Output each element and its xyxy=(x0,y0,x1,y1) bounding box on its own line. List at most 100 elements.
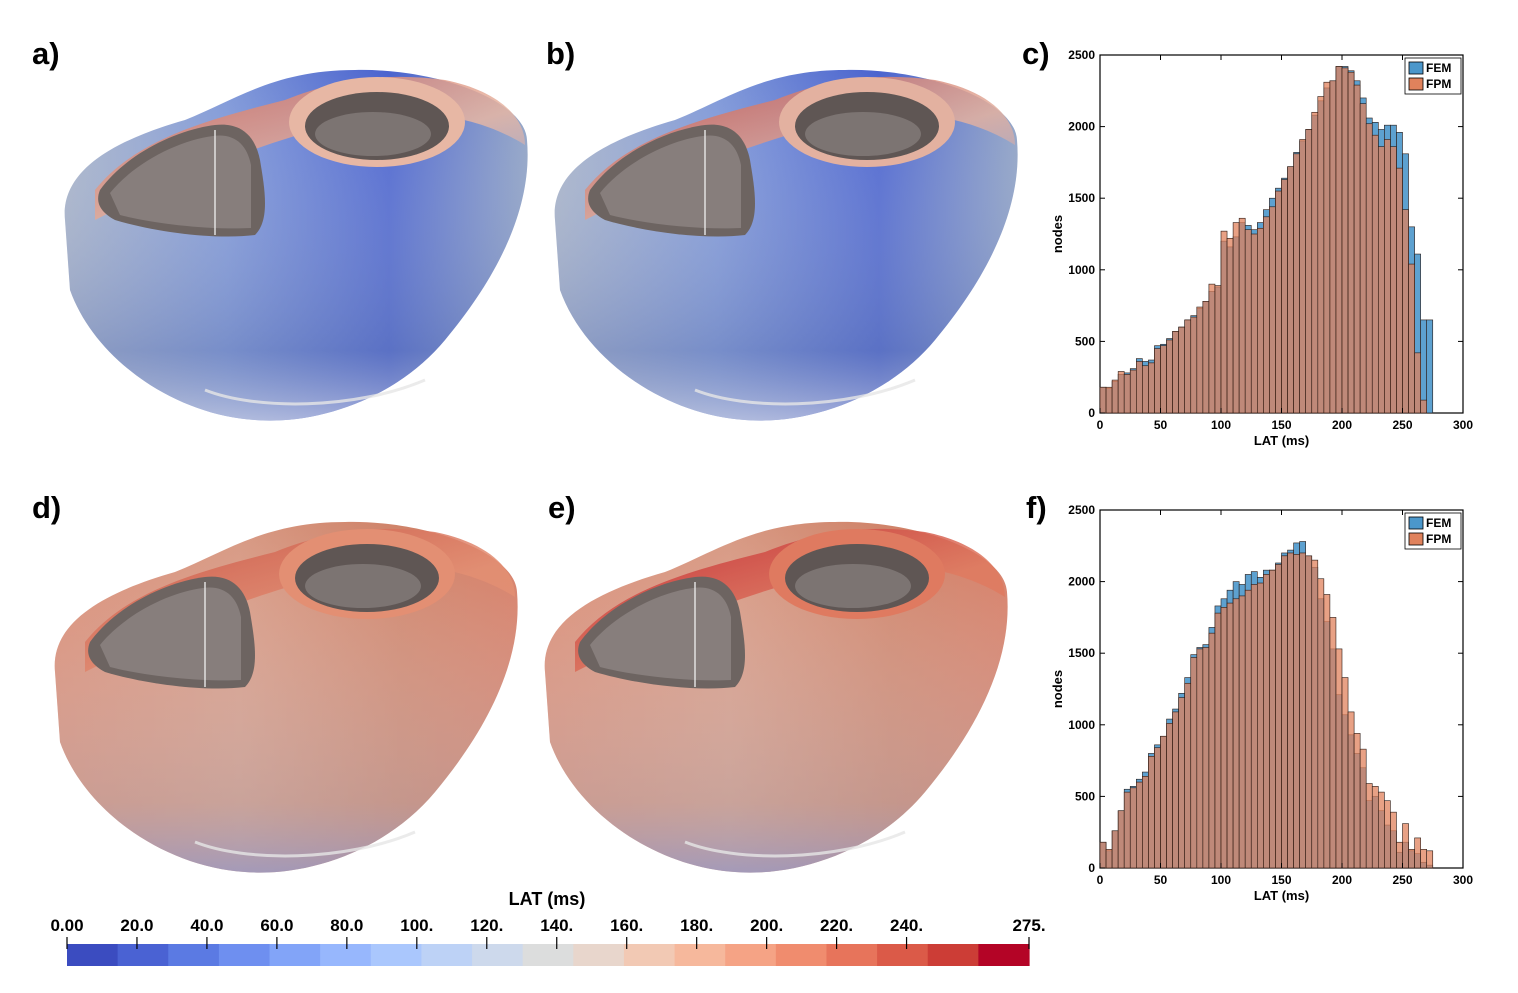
colorbar-tick-label: 275. xyxy=(1012,916,1045,935)
bar-fpm-60 xyxy=(1172,711,1179,869)
bar-fpm-60 xyxy=(1172,331,1179,414)
x-axis-label: LAT (ms) xyxy=(1254,433,1309,448)
bar-fpm-195 xyxy=(1335,648,1343,869)
legend-swatch-fpm xyxy=(1408,532,1424,546)
bar-fpm-265 xyxy=(1420,399,1427,414)
bar-fpm-115 xyxy=(1238,595,1246,869)
colorbar-title: LAT (ms) xyxy=(509,889,586,909)
histogram-c: 0 50 100 150 200 250 300 0 500 1000 1500 2000 2500 LA… xyxy=(1045,45,1485,460)
bar-fpm-20 xyxy=(1123,374,1131,414)
colorbar-segment xyxy=(320,944,372,966)
legend-label-fpm: FPM xyxy=(1426,532,1451,546)
y-axis-label: nodes xyxy=(1050,215,1065,253)
bar-fpm-20 xyxy=(1123,791,1131,869)
colorbar-segment xyxy=(674,944,726,966)
bar-fpm-250 xyxy=(1402,823,1409,869)
bar-fpm-245 xyxy=(1396,841,1403,869)
bar-fpm-120 xyxy=(1244,229,1252,414)
x-axis-label: LAT (ms) xyxy=(1254,888,1309,903)
legend: FEM FPM xyxy=(1404,512,1462,550)
legend-label-fem: FEM xyxy=(1426,61,1451,75)
colorbar-segment xyxy=(775,944,828,966)
bar-fpm-30 xyxy=(1136,781,1143,869)
bar-fpm-170 xyxy=(1305,555,1313,869)
bar-fpm-110 xyxy=(1232,222,1240,414)
bar-fpm-230 xyxy=(1377,146,1385,414)
x-tick-label: 100 xyxy=(1211,873,1231,887)
y-tick-label: 1500 xyxy=(1068,191,1095,205)
bar-fpm-35 xyxy=(1142,776,1149,869)
legend-label-fpm: FPM xyxy=(1426,77,1451,91)
colorbar-segment xyxy=(168,944,220,966)
bar-fpm-10 xyxy=(1111,830,1119,869)
left-ventricle-inner xyxy=(805,112,921,156)
bar-fpm-145 xyxy=(1275,190,1282,414)
bar-fpm-190 xyxy=(1329,617,1337,869)
colorbar-tick-label: 220. xyxy=(820,916,853,935)
bar-fpm-70 xyxy=(1184,319,1192,414)
bar-fpm-180 xyxy=(1317,578,1325,869)
bar-fpm-155 xyxy=(1287,552,1294,869)
colorbar-segment xyxy=(623,944,676,966)
bar-fem-270 xyxy=(1426,319,1434,414)
bar-fpm-75 xyxy=(1190,316,1198,414)
bar-fpm-235 xyxy=(1384,139,1391,414)
bar-fpm-155 xyxy=(1287,166,1294,414)
bar-fpm-185 xyxy=(1323,81,1331,414)
x-tick-label: 150 xyxy=(1271,418,1291,432)
bar-fpm-55 xyxy=(1166,339,1173,414)
x-tick-label: 0 xyxy=(1097,873,1104,887)
colorbar-tick-label: 200. xyxy=(750,916,783,935)
bar-fpm-35 xyxy=(1142,365,1149,414)
panel-label-f: f) xyxy=(1026,490,1047,525)
bar-fpm-260 xyxy=(1414,352,1421,414)
bar-fpm-40 xyxy=(1148,362,1155,414)
panel-label-c: c) xyxy=(1022,36,1050,71)
bar-fpm-250 xyxy=(1402,209,1409,414)
x-tick-label: 200 xyxy=(1332,873,1352,887)
x-tick-label: 100 xyxy=(1211,418,1231,432)
y-tick-label: 1000 xyxy=(1068,718,1095,732)
bar-fpm-140 xyxy=(1269,569,1276,869)
y-tick-label: 2500 xyxy=(1068,503,1095,517)
bar-fpm-215 xyxy=(1359,103,1367,414)
bar-fpm-235 xyxy=(1384,800,1391,869)
x-tick-label: 200 xyxy=(1332,418,1352,432)
y-tick-label: 500 xyxy=(1075,334,1095,348)
x-tick-label: 50 xyxy=(1154,873,1168,887)
colorbar-segment xyxy=(927,944,979,966)
bar-fpm-65 xyxy=(1178,697,1185,869)
x-tick-label: 50 xyxy=(1154,418,1168,432)
y-tick-label: 2500 xyxy=(1068,48,1095,62)
bar-fpm-200 xyxy=(1341,677,1349,869)
colorbar-tick-label: 80.0 xyxy=(330,916,363,935)
bar-fpm-205 xyxy=(1347,71,1355,414)
bar-fpm-105 xyxy=(1226,602,1234,869)
bar-fpm-95 xyxy=(1214,612,1222,869)
legend-swatch-fem xyxy=(1408,61,1424,75)
base-ridge xyxy=(694,378,916,406)
bar-fpm-85 xyxy=(1202,301,1210,414)
colorbar-segment xyxy=(269,944,321,966)
base-ridge xyxy=(204,378,426,406)
bar-fpm-40 xyxy=(1148,756,1155,869)
colorbar-tick-label: 160. xyxy=(610,916,643,935)
legend-swatch-fpm xyxy=(1408,77,1424,91)
colorbar-segment xyxy=(978,944,1030,966)
bar-fpm-125 xyxy=(1250,233,1258,414)
heart-render-d xyxy=(54,521,518,873)
bar-fpm-245 xyxy=(1396,167,1403,414)
bar-fem-265 xyxy=(1420,319,1427,414)
bar-fpm-175 xyxy=(1311,559,1319,869)
bar-fpm-50 xyxy=(1160,345,1167,414)
colorbar-tick-label: 140. xyxy=(540,916,573,935)
bar-fpm-15 xyxy=(1117,371,1125,414)
bar-fpm-0 xyxy=(1099,386,1107,414)
bar-fpm-210 xyxy=(1353,733,1361,869)
bar-fpm-25 xyxy=(1129,369,1137,414)
legend-label-fem: FEM xyxy=(1426,516,1451,530)
bar-fpm-95 xyxy=(1214,285,1222,414)
y-tick-label: 2000 xyxy=(1068,575,1095,589)
y-tick-label: 1000 xyxy=(1068,263,1095,277)
bar-fpm-165 xyxy=(1299,552,1306,869)
